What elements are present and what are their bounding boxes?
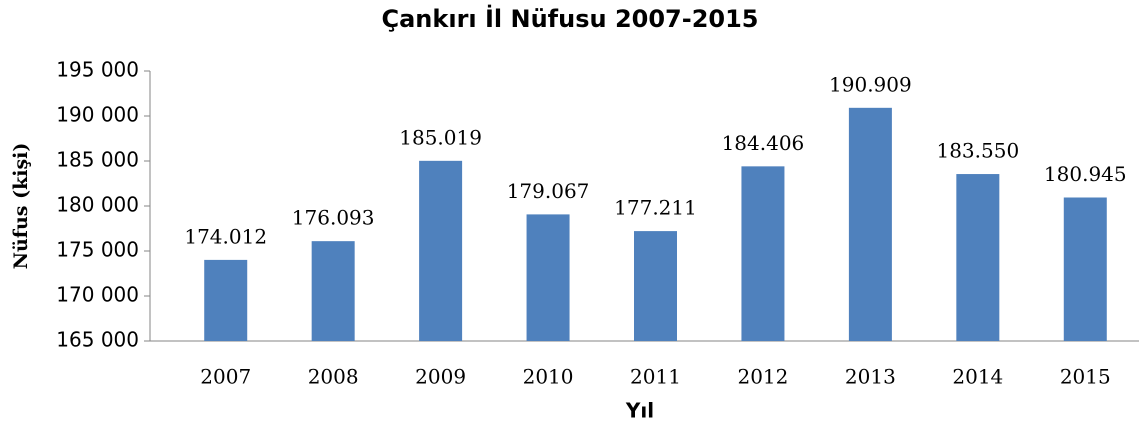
x-tick-label: 2009: [415, 365, 466, 389]
x-tick-label: 2008: [308, 365, 359, 389]
value-label: 179.067: [507, 179, 590, 203]
bar: [419, 160, 463, 341]
chart-title: Çankırı İl Nüfusu 2007-2015: [382, 4, 759, 33]
bar: [204, 259, 248, 341]
x-tick-label: 2010: [523, 365, 574, 389]
y-tick-label: 165 000: [56, 328, 139, 352]
value-label: 174.012: [184, 224, 267, 248]
y-tick-label: 170 000: [56, 283, 139, 307]
y-tick-label: 190 000: [56, 103, 139, 127]
x-tick-label: 2011: [630, 365, 681, 389]
value-label: 190.909: [829, 72, 912, 96]
bar: [956, 174, 1000, 341]
value-label: 177.211: [614, 196, 697, 220]
bar: [1063, 197, 1107, 341]
x-tick-label: 2007: [200, 365, 251, 389]
x-tick-label: 2014: [952, 365, 1003, 389]
y-tick-label: 180 000: [56, 193, 139, 217]
y-axis-title: Nüfus (kişi): [10, 143, 32, 270]
x-tick-label: 2012: [737, 365, 788, 389]
x-tick-label: 2013: [845, 365, 896, 389]
y-tick-label: 185 000: [56, 148, 139, 172]
value-label: 176.093: [292, 206, 375, 230]
value-label: 184.406: [722, 131, 805, 155]
bar: [848, 107, 892, 341]
bar: [634, 231, 677, 341]
bar: [526, 214, 570, 341]
x-axis-title: Yıl: [625, 399, 654, 423]
y-tick-label: 195 000: [56, 58, 139, 82]
bar: [741, 166, 785, 341]
value-label: 185.019: [399, 125, 482, 149]
value-label: 180.945: [1044, 162, 1127, 186]
bar: [311, 241, 355, 341]
x-tick-label: 2015: [1060, 365, 1111, 389]
value-label: 183.550: [936, 139, 1019, 163]
y-tick-label: 175 000: [56, 238, 139, 262]
